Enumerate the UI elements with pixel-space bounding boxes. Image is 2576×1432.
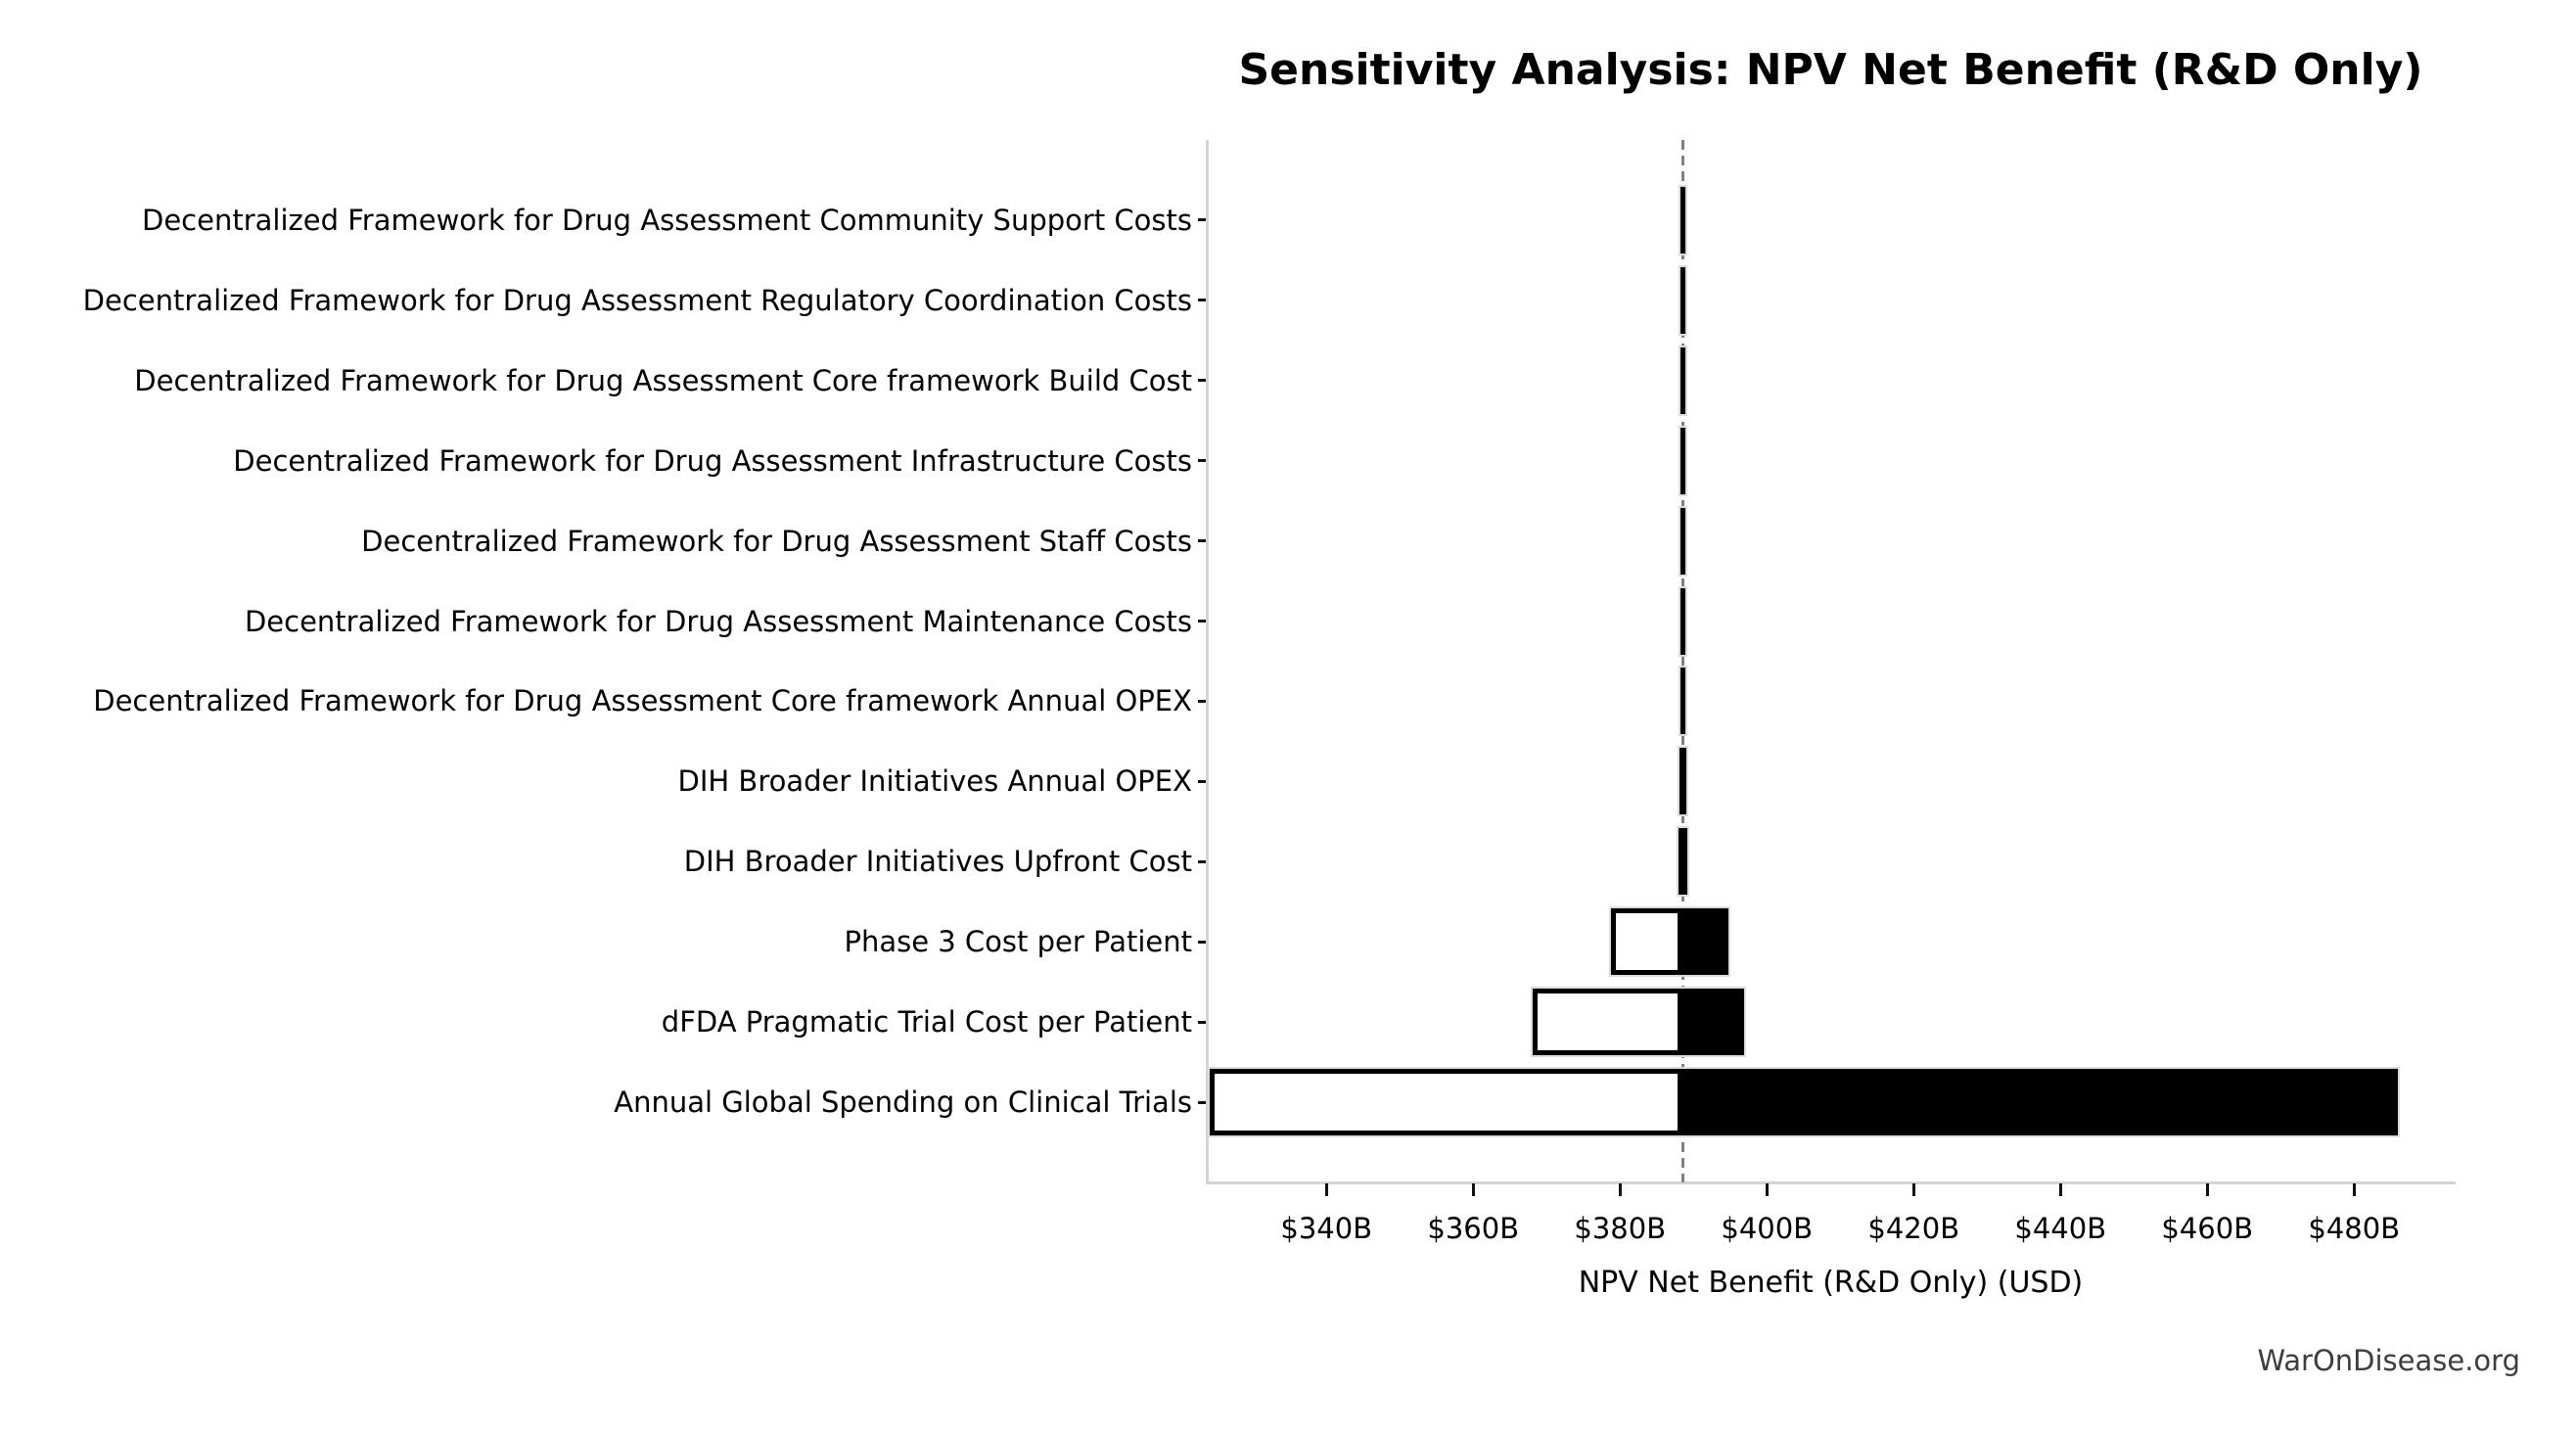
- x-axis-title: NPV Net Benefit (R&D Only) (USD): [1578, 1266, 2084, 1300]
- baseline-dashed-line: [1680, 140, 1684, 1182]
- tornado-bar: [1678, 746, 1688, 817]
- category-label: Decentralized Framework for Drug Assessm…: [134, 363, 1192, 397]
- category-label: Decentralized Framework for Drug Assessm…: [82, 283, 1192, 317]
- tornado-bar: [1207, 1067, 2401, 1138]
- y-tick-mark: [1198, 1020, 1206, 1024]
- plot-area: [1198, 140, 2456, 1196]
- y-tick-mark: [1198, 218, 1206, 222]
- tornado-bar: [1678, 505, 1688, 577]
- category-label: Decentralized Framework for Drug Assessm…: [233, 443, 1192, 478]
- bar-low-segment: [1679, 266, 1685, 334]
- y-tick-mark: [1198, 299, 1206, 302]
- category-label: DIH Broader Initiatives Annual OPEX: [677, 764, 1192, 799]
- x-tick-mark: [1618, 1183, 1622, 1196]
- tornado-bar: [1678, 184, 1688, 255]
- category-label: Annual Global Spending on Clinical Trial…: [614, 1086, 1192, 1120]
- chart-title: Sensitivity Analysis: NPV Net Benefit (R…: [1238, 45, 2423, 95]
- x-tick-label: $480B: [2308, 1212, 2401, 1245]
- bar-low-segment: [1679, 668, 1685, 735]
- x-tick-label: $420B: [1867, 1212, 1960, 1245]
- category-label: dFDA Pragmatic Trial Cost per Patient: [661, 1005, 1192, 1039]
- y-tick-mark: [1198, 539, 1206, 543]
- x-tick-label: $340B: [1280, 1212, 1373, 1245]
- x-tick-label: $460B: [2161, 1212, 2254, 1245]
- y-tick-mark: [1198, 859, 1206, 863]
- category-label: Decentralized Framework for Drug Assessm…: [244, 604, 1192, 638]
- bar-low-segment: [1679, 186, 1685, 254]
- bar-low-segment: [1533, 989, 1682, 1056]
- y-tick-mark: [1198, 379, 1206, 383]
- x-tick-label: $440B: [2014, 1212, 2107, 1245]
- y-tick-mark: [1198, 620, 1206, 624]
- category-label: DIH Broader Initiatives Upfront Cost: [683, 845, 1192, 879]
- tornado-bar: [1609, 906, 1731, 978]
- tornado-bar: [1531, 987, 1746, 1058]
- tornado-bar: [1678, 585, 1688, 657]
- tornado-bar: [1678, 264, 1688, 336]
- bar-low-segment: [1679, 587, 1685, 655]
- bar-low-segment: [1679, 346, 1685, 414]
- x-tick-mark: [1471, 1183, 1475, 1196]
- category-label: Decentralized Framework for Drug Assessm…: [361, 524, 1192, 558]
- y-tick-mark: [1198, 779, 1206, 783]
- y-tick-mark: [1198, 699, 1206, 703]
- x-tick-label: $400B: [1721, 1212, 1814, 1245]
- x-tick-mark: [1765, 1183, 1769, 1196]
- y-tick-mark: [1198, 940, 1206, 944]
- x-tick-label: $380B: [1574, 1212, 1667, 1245]
- x-tick-mark: [1324, 1183, 1328, 1196]
- category-label: Decentralized Framework for Drug Assessm…: [142, 203, 1192, 237]
- bar-low-segment: [1679, 507, 1685, 575]
- y-tick-mark: [1198, 459, 1206, 463]
- bar-low-segment: [1611, 908, 1682, 976]
- y-axis-spine: [1206, 140, 1209, 1182]
- x-tick-mark: [1911, 1183, 1915, 1196]
- y-tick-mark: [1198, 1100, 1206, 1104]
- bar-low-segment: [1679, 748, 1686, 815]
- bar-low-segment: [1679, 427, 1685, 494]
- tornado-bar: [1678, 666, 1688, 737]
- x-tick-mark: [2058, 1183, 2062, 1196]
- tornado-bar: [1678, 425, 1688, 496]
- x-tick-mark: [2205, 1183, 2209, 1196]
- bar-low-segment: [1679, 828, 1687, 896]
- x-axis-spine: [1206, 1181, 2456, 1184]
- watermark-text: WarOnDisease.org: [2257, 1344, 2520, 1377]
- tornado-bar: [1678, 345, 1688, 416]
- x-tick-mark: [2352, 1183, 2356, 1196]
- x-tick-label: $360B: [1427, 1212, 1520, 1245]
- category-label: Decentralized Framework for Drug Assessm…: [93, 684, 1192, 718]
- bar-low-segment: [1210, 1069, 1682, 1136]
- category-label: Phase 3 Cost per Patient: [844, 925, 1192, 959]
- tornado-bar: [1677, 826, 1689, 898]
